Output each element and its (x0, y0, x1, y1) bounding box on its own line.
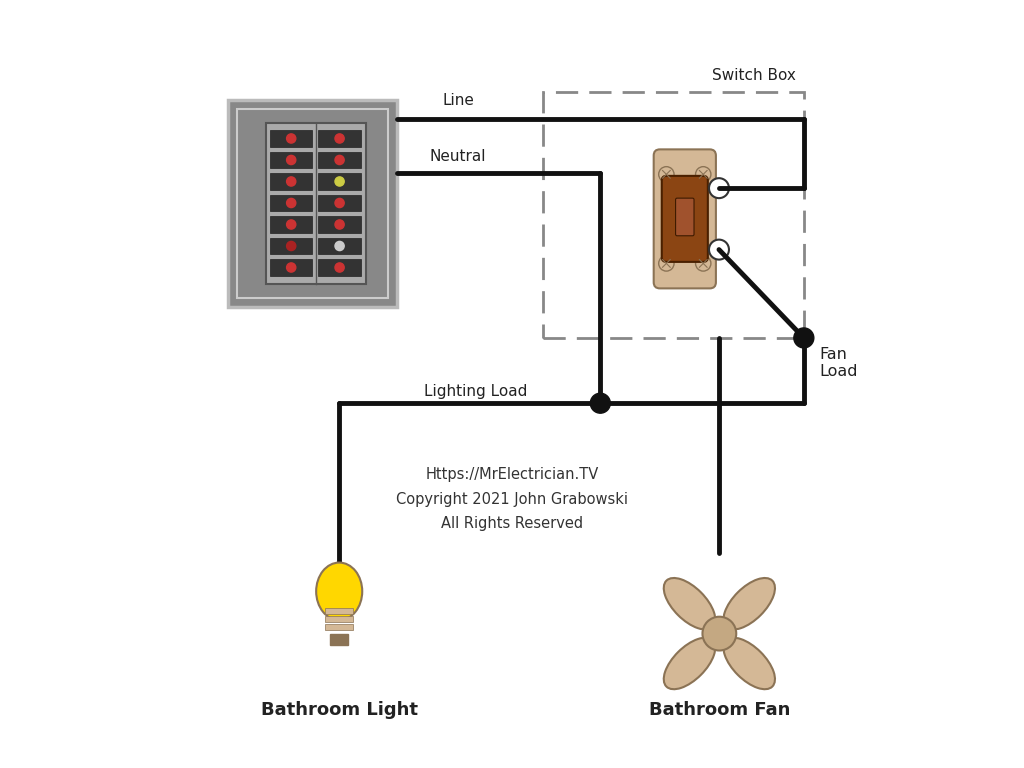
FancyBboxPatch shape (270, 260, 312, 276)
Circle shape (287, 155, 296, 164)
Circle shape (287, 177, 296, 186)
FancyBboxPatch shape (318, 217, 360, 233)
FancyBboxPatch shape (318, 174, 360, 190)
Text: Line: Line (442, 92, 474, 108)
FancyBboxPatch shape (326, 616, 353, 622)
FancyBboxPatch shape (326, 624, 353, 630)
Ellipse shape (724, 578, 775, 630)
FancyBboxPatch shape (318, 260, 360, 276)
Bar (543, 92, 804, 338)
Ellipse shape (664, 578, 715, 630)
Text: Bathroom Light: Bathroom Light (261, 701, 418, 720)
Circle shape (335, 155, 344, 164)
Circle shape (794, 328, 814, 348)
Circle shape (709, 178, 729, 198)
Circle shape (335, 263, 344, 272)
Text: Lighting Load: Lighting Load (424, 384, 527, 399)
Text: Https://MrElectrician.TV
Copyright 2021 John Grabowski
All Rights Reserved: Https://MrElectrician.TV Copyright 2021 … (396, 467, 628, 531)
Circle shape (658, 167, 674, 182)
Text: Bathroom Fan: Bathroom Fan (648, 701, 791, 720)
Circle shape (702, 617, 736, 650)
Circle shape (335, 220, 344, 229)
FancyBboxPatch shape (330, 634, 348, 645)
Circle shape (590, 393, 610, 413)
Circle shape (287, 263, 296, 272)
FancyBboxPatch shape (318, 195, 360, 211)
Circle shape (287, 220, 296, 229)
FancyBboxPatch shape (318, 131, 360, 147)
Circle shape (695, 256, 711, 271)
Text: Switch Box: Switch Box (713, 68, 797, 83)
FancyBboxPatch shape (270, 152, 312, 168)
FancyBboxPatch shape (676, 198, 694, 236)
Ellipse shape (664, 637, 715, 689)
Circle shape (287, 198, 296, 207)
FancyBboxPatch shape (270, 174, 312, 190)
Circle shape (335, 241, 344, 250)
Ellipse shape (724, 637, 775, 689)
FancyBboxPatch shape (270, 238, 312, 254)
FancyBboxPatch shape (270, 131, 312, 147)
Circle shape (335, 198, 344, 207)
FancyBboxPatch shape (266, 123, 367, 284)
FancyBboxPatch shape (270, 217, 312, 233)
FancyBboxPatch shape (653, 150, 716, 289)
Circle shape (335, 177, 344, 186)
FancyBboxPatch shape (326, 608, 353, 614)
FancyBboxPatch shape (238, 109, 387, 298)
FancyBboxPatch shape (318, 152, 360, 168)
Circle shape (695, 167, 711, 182)
Text: Fan
Load: Fan Load (819, 346, 858, 379)
FancyBboxPatch shape (227, 100, 396, 307)
FancyBboxPatch shape (662, 176, 708, 262)
FancyBboxPatch shape (270, 195, 312, 211)
Circle shape (709, 240, 729, 260)
Circle shape (287, 241, 296, 250)
Circle shape (335, 134, 344, 143)
Circle shape (287, 134, 296, 143)
Text: Neutral: Neutral (430, 148, 486, 164)
FancyBboxPatch shape (318, 238, 360, 254)
Circle shape (658, 256, 674, 271)
Ellipse shape (316, 562, 362, 621)
